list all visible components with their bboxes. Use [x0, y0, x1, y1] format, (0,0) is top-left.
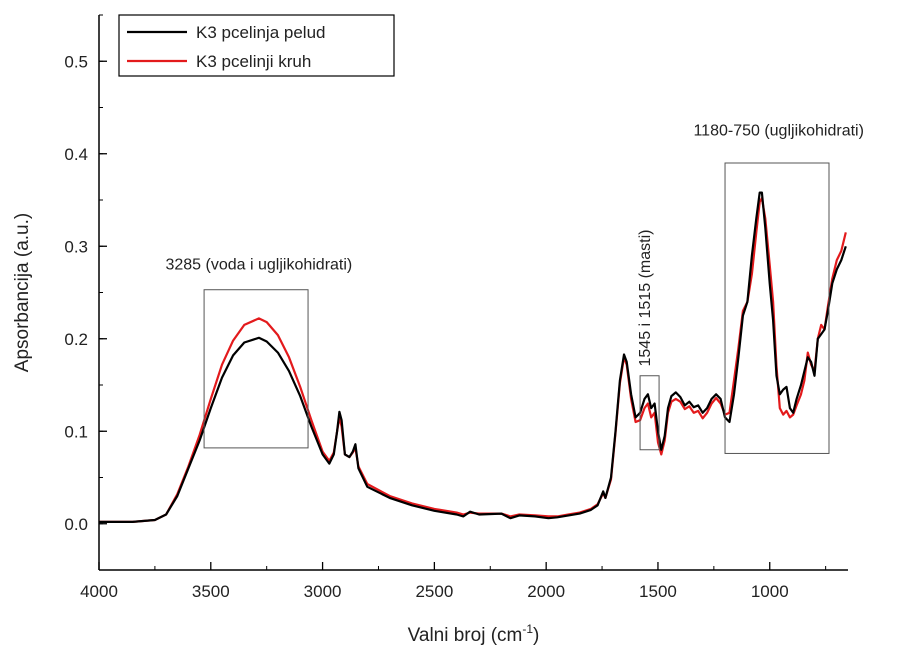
- x-tick-label: 3000: [304, 582, 342, 601]
- x-tick-label: 1000: [751, 582, 789, 601]
- x-tick-label: 2000: [527, 582, 565, 601]
- series-line-1: [99, 197, 847, 523]
- y-tick-label: 0.1: [64, 422, 88, 441]
- series-line-0: [99, 191, 847, 523]
- fat-region-box: [639, 375, 660, 451]
- carbohydrate-region-box: [724, 162, 830, 454]
- y-tick-label: 0.5: [64, 52, 88, 71]
- fat-region-label: 1545 i 1515 (masti): [637, 230, 654, 367]
- x-tick-label: 3500: [192, 582, 230, 601]
- x-tick-label: 2500: [415, 582, 453, 601]
- water-carbohydrate-region-label: 3285 (voda i ugljikohidrati): [165, 256, 352, 273]
- y-tick-label: 0.0: [64, 515, 88, 534]
- y-tick-label: 0.4: [64, 145, 88, 164]
- y-tick-label: 0.3: [64, 237, 88, 256]
- legend-box: [118, 14, 395, 77]
- y-axis-title: Apsorbancija (a.u.): [12, 213, 33, 372]
- legend: K3 pcelinja pelud K3 pcelinji kruh: [118, 14, 395, 77]
- legend-label: K3 pcelinja pelud: [196, 23, 325, 42]
- y-tick-label: 0.2: [64, 330, 88, 349]
- x-axis-title: Valni broj (cm-1): [408, 622, 540, 646]
- x-tick-label: 1500: [639, 582, 677, 601]
- carbohydrate-region-label: 1180-750 (ugljikohidrati): [693, 122, 863, 139]
- water-carbohydrate-region-box: [203, 289, 309, 449]
- x-tick-label: 4000: [80, 582, 118, 601]
- legend-label: K3 pcelinji kruh: [196, 52, 311, 71]
